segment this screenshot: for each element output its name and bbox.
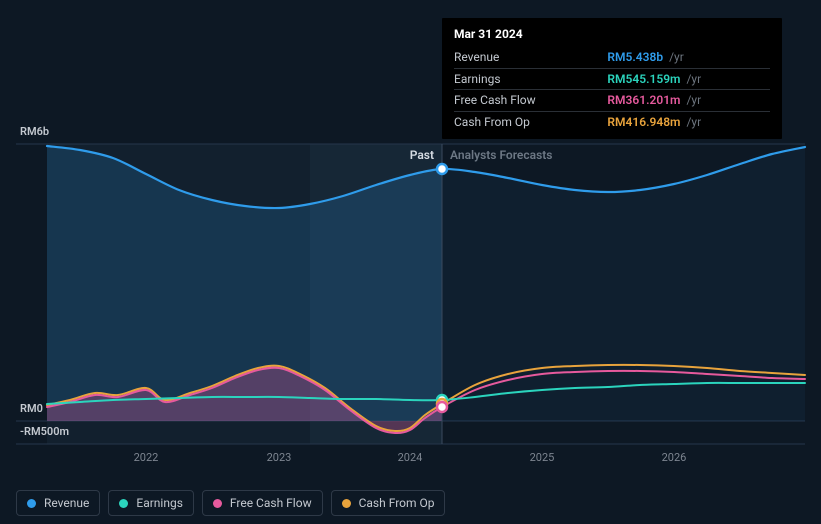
tooltip-table: RevenueRM5.438b /yrEarningsRM545.159m /y…: [454, 47, 770, 133]
tooltip-row: EarningsRM545.159m /yr: [454, 68, 770, 90]
legend-dot-icon: [213, 499, 222, 508]
tooltip-row-value: RM5.438b /yr: [583, 47, 770, 68]
legend-item[interactable]: Earnings: [108, 490, 194, 516]
svg-text:2025: 2025: [530, 451, 555, 464]
tooltip-row-label: Cash From Op: [454, 112, 583, 133]
svg-text:2023: 2023: [267, 451, 292, 464]
tooltip-row-value: RM361.201m /yr: [583, 90, 770, 112]
legend-label: Revenue: [44, 496, 89, 510]
legend-dot-icon: [119, 499, 128, 508]
tooltip-row-label: Earnings: [454, 68, 583, 90]
svg-text:2026: 2026: [662, 451, 687, 464]
legend-item[interactable]: Cash From Op: [331, 490, 446, 516]
tooltip-row-value: RM416.948m /yr: [583, 112, 770, 133]
tooltip-row-label: Free Cash Flow: [454, 90, 583, 112]
tooltip-row: RevenueRM5.438b /yr: [454, 47, 770, 68]
legend-label: Earnings: [136, 496, 183, 510]
legend-label: Free Cash Flow: [230, 496, 312, 510]
legend-item[interactable]: Revenue: [16, 490, 100, 516]
svg-text:2022: 2022: [134, 451, 159, 464]
svg-text:Past: Past: [410, 148, 434, 162]
tooltip-row: Cash From OpRM416.948m /yr: [454, 112, 770, 133]
svg-text:-RM500m: -RM500m: [20, 425, 69, 438]
tooltip-row: Free Cash FlowRM361.201m /yr: [454, 90, 770, 112]
svg-text:Analysts Forecasts: Analysts Forecasts: [450, 148, 552, 162]
svg-text:RM0: RM0: [20, 402, 43, 415]
legend-item[interactable]: Free Cash Flow: [202, 490, 323, 516]
tooltip-date: Mar 31 2024: [454, 26, 770, 43]
tooltip-row-label: Revenue: [454, 47, 583, 68]
chart-legend: Revenue Earnings Free Cash Flow Cash From O…: [16, 490, 445, 516]
svg-text:RM6b: RM6b: [20, 125, 49, 138]
tooltip-row-value: RM545.159m /yr: [583, 68, 770, 90]
earnings-revenue-chart: RM6b RM0 -RM500m 2022 2023 2024 2025 2026 Past An…: [0, 0, 821, 524]
chart-tooltip: Mar 31 2024 RevenueRM5.438b /yrEarningsR…: [442, 18, 782, 139]
svg-text:2024: 2024: [398, 451, 423, 464]
legend-label: Cash From Op: [359, 496, 435, 510]
legend-dot-icon: [27, 499, 36, 508]
legend-dot-icon: [342, 499, 351, 508]
